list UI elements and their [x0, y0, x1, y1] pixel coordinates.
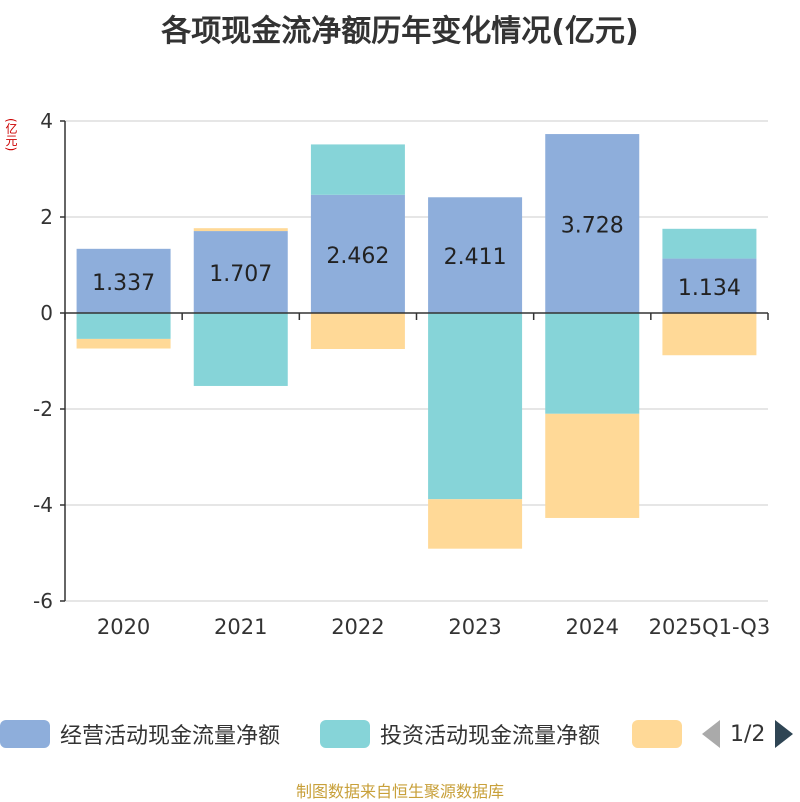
x-tick-label: 2021 — [214, 615, 267, 639]
y-tick-label: -2 — [33, 397, 53, 421]
bar-financing — [545, 413, 640, 518]
legend-pager: 1/2 — [702, 716, 794, 752]
legend-label-operating: 经营活动现金流量净额 — [60, 724, 281, 749]
y-tick-label: 4 — [40, 109, 53, 133]
bar-investing — [193, 313, 288, 386]
bar-data-label: 1.337 — [92, 271, 155, 296]
bar-investing — [545, 313, 640, 414]
legend: 经营活动现金流量净额 投资活动现金流量净额 1/2 — [0, 716, 800, 752]
legend-item-operating[interactable]: 经营活动现金流量净额 — [0, 716, 280, 752]
bar-investing — [662, 228, 757, 259]
next-page-icon[interactable] — [775, 720, 794, 748]
y-tick-label: 0 — [40, 301, 53, 325]
bar-operating — [545, 134, 640, 313]
bar-financing — [310, 313, 405, 349]
bar-financing — [193, 228, 288, 232]
y-axis-unit-label: (亿元) — [4, 118, 18, 152]
bar-operating — [428, 197, 523, 313]
legend-swatch-operating — [0, 720, 50, 748]
prev-page-icon[interactable] — [702, 720, 720, 748]
bar-financing — [76, 338, 171, 349]
x-tick-label: 2022 — [331, 615, 384, 639]
x-tick-label: 2024 — [566, 615, 619, 639]
bar-data-label: 3.728 — [561, 214, 624, 239]
legend-label-investing: 投资活动现金流量净额 — [380, 724, 601, 749]
bar-data-label: 1.707 — [209, 262, 272, 287]
legend-page-indicator: 1/2 — [730, 721, 766, 747]
bar-financing — [428, 499, 523, 549]
chart-title: 各项现金流净额历年变化情况(亿元) — [161, 14, 639, 49]
bar-operating — [76, 248, 171, 313]
bar-data-label: 2.462 — [326, 244, 389, 269]
bar-investing — [428, 313, 523, 500]
x-tick-label: 2020 — [97, 615, 150, 639]
bar-investing — [310, 144, 405, 195]
y-tick-label: -4 — [33, 493, 53, 517]
data-source-note: 制图数据来自恒生聚源数据库 — [295, 782, 504, 801]
bar-operating — [310, 194, 405, 313]
legend-item-investing[interactable]: 投资活动现金流量净额 — [320, 716, 600, 752]
y-tick-label: -6 — [33, 589, 53, 613]
bar-operating — [662, 258, 757, 313]
bar-operating — [193, 231, 288, 313]
bar-investing — [76, 313, 171, 339]
legend-swatch-financing — [632, 720, 682, 748]
bar-data-label: 2.411 — [444, 245, 507, 270]
legend-item-financing[interactable] — [632, 716, 692, 752]
bar-data-label: 1.134 — [678, 276, 741, 301]
x-tick-label: 2025Q1-Q3 — [649, 615, 771, 639]
x-tick-label: 2023 — [448, 615, 501, 639]
legend-swatch-investing — [320, 720, 370, 748]
y-tick-label: 2 — [40, 205, 53, 229]
bar-financing — [662, 313, 757, 356]
chart-canvas: 4 2 0 -2 -4 -6 1.337 2020 1.707 2021 2.462 2022 2.41… — [33, 109, 771, 639]
